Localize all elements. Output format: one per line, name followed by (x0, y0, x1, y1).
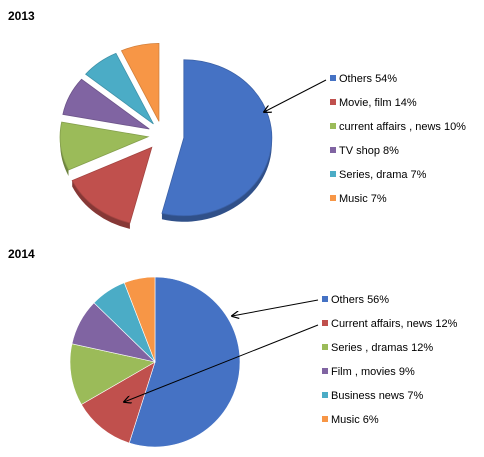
slice-side-movie-film-14 (72, 180, 130, 229)
legend-label-tv-shop-8: TV shop 8% (339, 145, 399, 157)
chart-2013: 2013 Others 54% Movie, film 14% current af… (8, 9, 466, 229)
legend-label-series-dramas-12: Series , dramas 12% (331, 342, 433, 354)
chart-2014-pie (69, 276, 241, 448)
pie-slice-movie-film-14 (71, 146, 153, 224)
legend-swatch-series-dramas-12 (322, 344, 328, 350)
pie-slice-current-affairs-news-12 (80, 361, 156, 444)
chart-2013-title: 2013 (8, 9, 35, 23)
legend-label-series-drama-7: Series, drama 7% (339, 169, 427, 181)
pie-slice-tv-shop-8 (62, 78, 150, 130)
pie-slice-current-affairs-news-10 (59, 121, 150, 171)
legend-swatch-current-affairs-news-10 (330, 123, 336, 129)
pie-slice-series-dramas-12 (69, 343, 156, 405)
pie-slice-music-6 (123, 276, 156, 363)
legend-label-others-56: Others 56% (331, 294, 389, 306)
chart-2014-title: 2014 (8, 247, 35, 261)
legend-label-business-news-7: Business news 7% (331, 390, 424, 402)
legend-label-current-affairs-news-10: current affairs , news 10% (339, 121, 466, 133)
legend-label-film-movies-9: Film , movies 9% (331, 366, 415, 378)
legend-swatch-series-drama-7 (330, 171, 336, 177)
pie-slice-others-54 (161, 59, 273, 217)
legend-swatch-movie-film-14 (330, 99, 336, 105)
legend-swatch-business-news-7 (322, 392, 328, 398)
legend-swatch-current-affairs-news-12 (322, 320, 328, 326)
chart-2014-arrow-others (232, 299, 319, 316)
legend-label-others-54: Others 54% (339, 73, 397, 85)
pie-slice-music-7 (120, 42, 160, 122)
legend-swatch-music-6 (322, 416, 328, 422)
legend-swatch-music-7 (330, 195, 336, 201)
legend-label-music-6: Music 6% (331, 414, 379, 426)
chart-2013-pie (59, 42, 273, 229)
pie-slice-others-56 (128, 276, 241, 448)
legend-swatch-others-56 (322, 296, 328, 302)
chart-2014-legend: Others 56% Current affairs, news 12% Serie… (322, 294, 458, 426)
legend-swatch-film-movies-9 (322, 368, 328, 374)
legend-swatch-tv-shop-8 (330, 147, 336, 153)
chart-2013-legend: Others 54% Movie, film 14% current affairs… (330, 73, 466, 205)
chart-2014: 2014 Others 56% Current affairs, news 12%… (8, 247, 458, 448)
legend-label-current-affairs-news-12: Current affairs, news 12% (331, 318, 458, 330)
legend-label-music-7: Music 7% (339, 193, 387, 205)
pie-slice-series-drama-7 (85, 52, 154, 125)
chart-2013-arrow-others (264, 79, 327, 112)
chart-2014-arrow-current-affairs (124, 324, 319, 402)
legend-label-movie-film-14: Movie, film 14% (339, 97, 417, 109)
legend-swatch-others-54 (330, 75, 336, 81)
